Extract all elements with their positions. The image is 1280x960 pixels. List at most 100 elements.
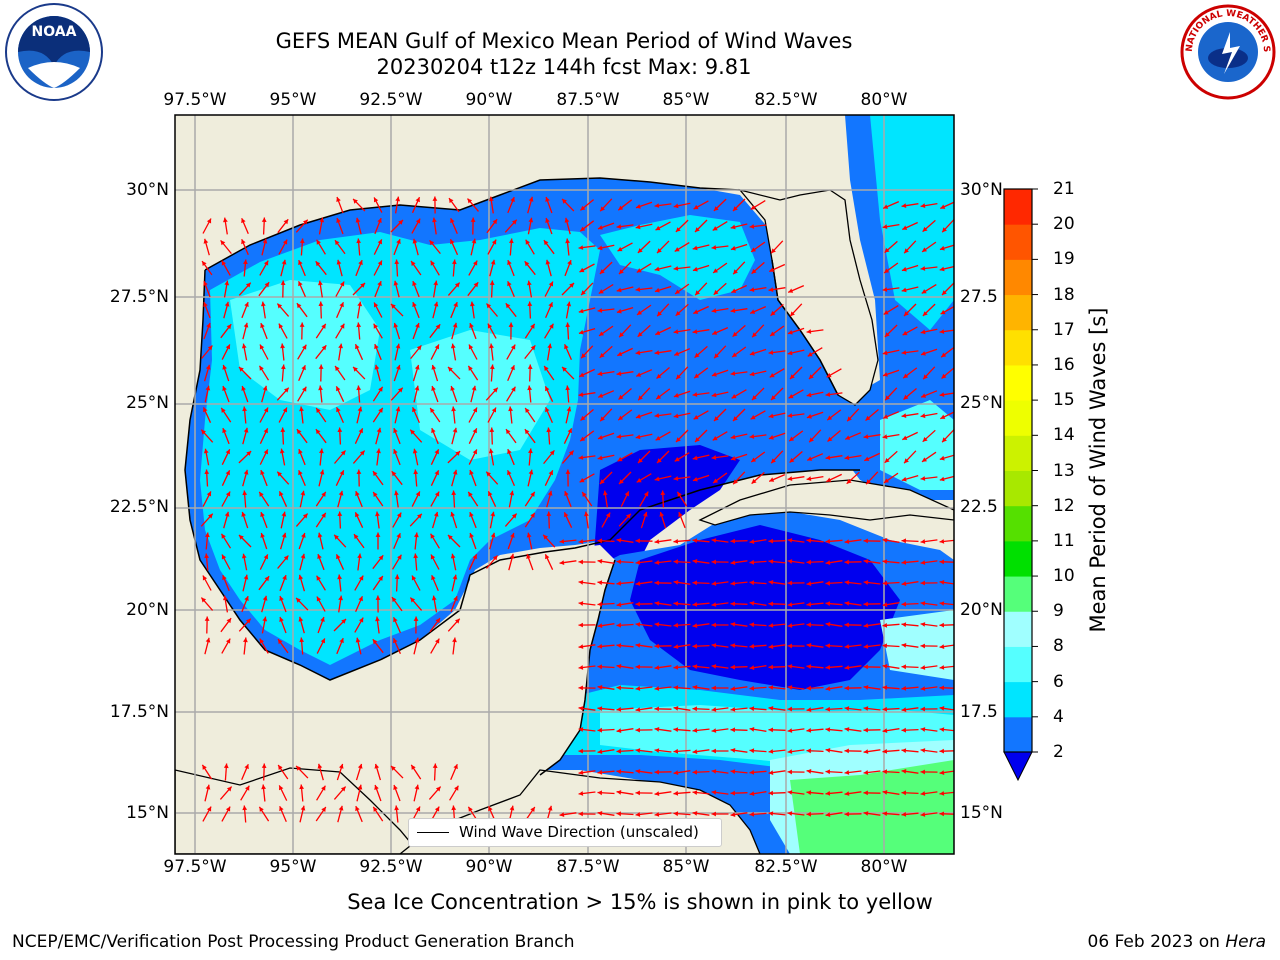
wave-direction-arrowhead [239,367,244,372]
wave-direction-arrowhead [866,479,871,485]
wave-direction-arrowhead [809,374,814,379]
wave-direction-arrowhead [435,618,440,624]
wave-direction-arrowhead [825,392,831,397]
wave-direction-arrowhead [508,406,513,412]
wave-direction-arrowhead [733,479,738,485]
wave-direction-arrowhead [883,310,889,315]
wave-direction-arrowhead [597,706,603,711]
wave-direction-arrowhead [469,323,474,328]
wave-direction-arrowhead [298,260,303,266]
wave-direction-arrowhead [939,622,944,628]
wave-direction-arrowhead [597,245,603,251]
wave-direction-arrowhead [431,386,436,391]
wave-direction-arrowhead [731,288,737,293]
colorbar-tick-label: 15 [1053,390,1075,411]
wave-direction-arrowhead [749,622,755,628]
wave-direction-arrowhead [882,287,888,292]
wave-direction-arrowhead [562,366,567,372]
wave-direction-arrowhead [825,560,831,565]
wave-direction-arrowhead [901,812,907,817]
wave-direction-arrowhead [939,476,945,482]
wave-direction-arrowhead [358,575,364,581]
wave-direction-arrowhead [655,225,661,231]
wave-direction-arrowhead [432,763,438,768]
wave-direction-arrowhead [339,302,344,308]
wave-direction-arrowhead [469,512,474,517]
wave-direction-arrowhead [411,261,416,266]
wave-direction-arrowhead [636,204,641,209]
wave-direction-arrowhead [278,323,284,329]
wave-direction-arrowhead [280,343,285,349]
wave-direction-arrowhead [201,429,206,435]
wave-direction-arrowhead [920,748,926,753]
wave-direction-arrowhead [692,664,698,669]
wave-direction-arrowhead [939,329,945,334]
wave-direction-arrowhead [635,686,641,691]
wave-direction-arrowhead [545,218,550,223]
wave-direction-arrowhead [528,448,533,454]
wave-direction-arrowhead [415,218,421,224]
map-frame [174,114,955,855]
wave-direction-arrowhead [360,283,365,288]
wave-direction-arrowhead [749,706,755,712]
wave-direction-arrowhead [264,576,270,582]
wave-direction-arrowhead [825,665,831,670]
wave-direction-arrowhead [299,238,305,244]
wave-direction-arrowhead [244,764,249,770]
wave-direction-arrowhead [636,478,642,483]
wave-direction-arrowhead [787,706,792,712]
wave-direction-arrowhead [711,245,717,250]
wave-direction-arrowhead [301,533,306,538]
wave-direction-arrowhead [676,374,681,380]
wave-direction-arrowhead [844,748,849,754]
wave-direction-arrowhead [768,644,774,649]
wave-direction-arrowhead [806,790,812,795]
wave-direction-arrowhead [224,280,230,286]
colorbar-band [1004,400,1032,436]
footer-date: 06 Feb 2023 on [1087,932,1220,952]
wave-direction-arrowhead [787,790,793,795]
wave-direction-arrowhead [547,343,552,349]
wave-direction-arrowhead [730,748,736,753]
colorbar-tick-label: 13 [1053,460,1075,481]
wave-direction-arrowhead [435,786,441,792]
lat-label-right: 30°N [960,180,1003,200]
wave-direction-arrowhead [298,449,303,455]
wave-direction-arrowhead [204,616,210,621]
colorbar-band [1004,611,1032,647]
wave-direction-arrowhead [393,617,398,623]
wave-direction-arrowhead [806,664,812,669]
wave-direction-arrowhead [693,309,699,314]
wave-direction-arrowhead [432,217,437,223]
wave-direction-arrowhead [336,407,341,413]
wave-direction-arrowhead [673,580,679,585]
wave-direction-arrowhead [768,790,773,796]
wave-direction-arrowhead [394,805,399,811]
wave-direction-arrowhead [260,323,265,329]
lat-label-left: 27.5°N [109,287,169,307]
wave-direction-arrowhead [711,559,716,565]
wave-direction-arrowhead [246,618,251,624]
wave-direction-arrowhead [863,770,869,775]
lon-label-top: 97.5°W [163,90,227,110]
wave-direction-arrowhead [299,406,304,412]
wave-direction-arrowhead [205,784,211,790]
wave-direction-arrowhead [677,491,682,497]
wave-direction-arrowhead [619,479,624,484]
wave-direction-arrowhead [597,811,603,816]
wave-direction-arrowhead [486,303,492,309]
wave-direction-arrowhead [618,205,624,211]
wave-direction-arrowhead [788,288,794,293]
wave-direction-arrowhead [901,560,907,565]
wave-direction-arrowhead [713,289,719,295]
wave-direction-arrowhead [528,217,534,223]
wave-direction-arrowhead [921,393,927,398]
wave-direction-arrowhead [806,728,812,733]
wave-direction-arrowhead [616,602,622,607]
wave-direction-arrowhead [673,811,679,817]
wave-direction-arrowhead [901,350,907,355]
wave-direction-arrowhead [225,491,231,497]
wave-direction-arrowhead [711,643,717,648]
wave-direction-arrowhead [204,469,210,474]
wave-direction-arrowhead [618,415,624,421]
